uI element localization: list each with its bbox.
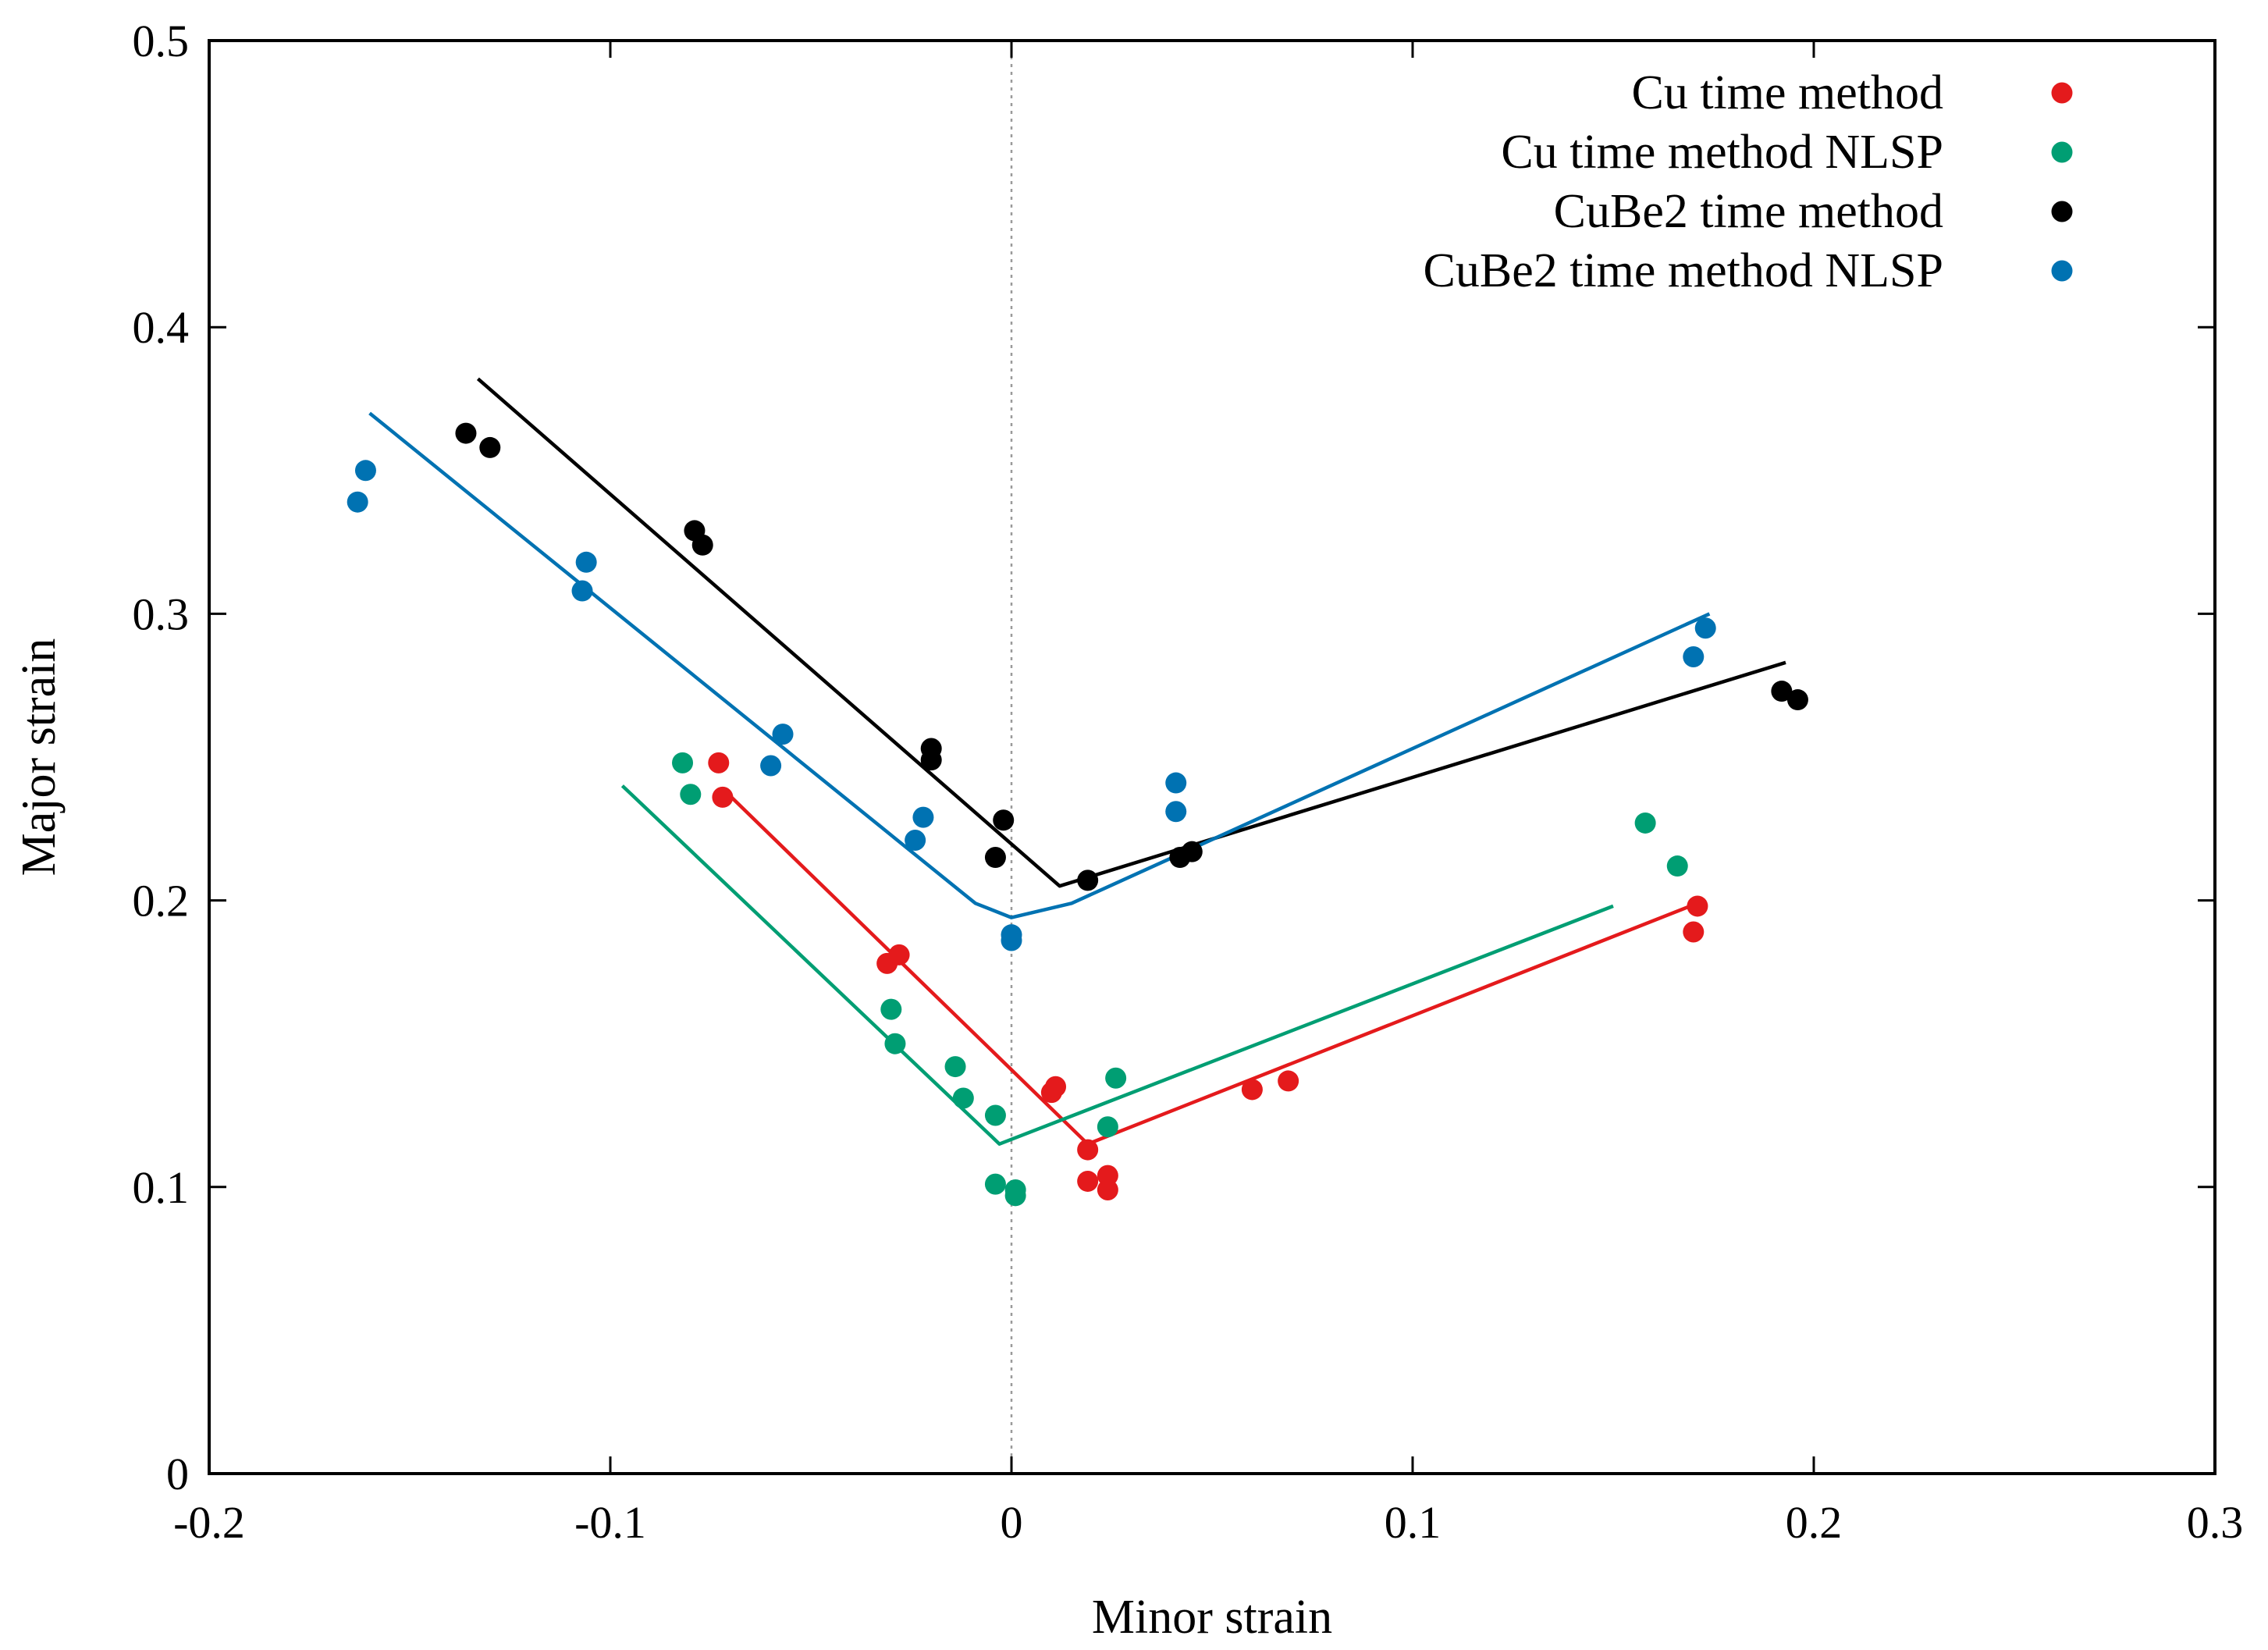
data-point-series-2 <box>984 847 1006 869</box>
data-point-series-3 <box>1683 645 1705 667</box>
data-point-series-1 <box>880 998 902 1020</box>
plot-frame <box>208 39 2216 1475</box>
data-point-series-1 <box>1004 1185 1026 1207</box>
data-point-series-3 <box>575 551 597 573</box>
data-point-series-0 <box>1045 1076 1067 1097</box>
fit-line-series-3 <box>368 411 1711 919</box>
data-point-series-1 <box>944 1056 966 1078</box>
x-tick-label: 0.1 <box>1385 1497 1441 1548</box>
data-point-series-0 <box>1241 1079 1263 1101</box>
data-point-series-3 <box>1165 772 1187 794</box>
data-point-series-2 <box>479 436 501 458</box>
data-point-series-2 <box>993 809 1015 831</box>
data-point-series-3 <box>912 806 934 828</box>
data-point-series-2 <box>455 422 477 444</box>
legend-marker <box>2051 141 2073 163</box>
legend-label: Cu time method <box>1631 66 1943 119</box>
data-point-series-0 <box>1687 895 1708 917</box>
fit-line-series-2 <box>476 377 1786 888</box>
data-point-series-2 <box>1786 689 1808 711</box>
data-point-series-0 <box>1097 1179 1118 1200</box>
x-tick-label: 0 <box>1001 1497 1023 1548</box>
data-point-series-0 <box>708 752 730 773</box>
data-point-series-2 <box>691 534 713 556</box>
legend-marker <box>2051 260 2073 282</box>
data-point-series-3 <box>760 755 782 777</box>
legend-label: Cu time method NLSP <box>1501 126 1943 179</box>
data-point-series-0 <box>1077 1139 1099 1161</box>
x-tick-label: -0.2 <box>173 1497 245 1548</box>
data-point-series-0 <box>712 786 734 808</box>
data-point-series-3 <box>905 829 926 851</box>
y-tick-label: 0 <box>166 1449 189 1499</box>
data-point-series-0 <box>888 944 910 965</box>
x-axis-title: Minor strain <box>1092 1591 1332 1644</box>
x-tick-label: -0.1 <box>574 1497 646 1548</box>
legend-marker <box>2051 201 2073 222</box>
data-point-series-1 <box>672 752 694 773</box>
x-tick-label: 0.2 <box>1786 1497 1843 1548</box>
data-point-series-0 <box>1683 921 1705 943</box>
data-point-series-3 <box>347 491 368 513</box>
data-point-series-3 <box>1694 617 1716 639</box>
data-point-series-2 <box>920 749 942 771</box>
fit-line-series-1 <box>620 784 1614 1146</box>
legend-marker <box>2051 82 2073 104</box>
y-axis-title: Major strain <box>12 638 66 877</box>
data-point-series-2 <box>1771 681 1793 702</box>
data-point-series-0 <box>1077 1170 1099 1192</box>
data-point-series-3 <box>354 460 376 482</box>
y-tick-label: 0.5 <box>133 16 190 66</box>
data-point-series-1 <box>1666 855 1688 877</box>
legend-label: CuBe2 time method <box>1554 185 1943 238</box>
data-point-series-1 <box>884 1033 906 1054</box>
data-point-series-1 <box>1097 1116 1118 1138</box>
data-point-series-3 <box>1165 801 1187 823</box>
y-tick-label: 0.1 <box>133 1162 190 1213</box>
legend-label: CuBe2 time method NLSP <box>1424 244 1944 297</box>
data-point-series-1 <box>952 1087 974 1109</box>
data-point-series-1 <box>1634 812 1656 834</box>
y-tick-label: 0.3 <box>133 589 190 639</box>
data-point-series-3 <box>1001 930 1022 951</box>
ticks-layer: -0.2 -0.1 0 0.1 0.2 0.3 0 0.1 0.2 0.3 0.4 0.5 <box>133 16 2244 1548</box>
legend: Cu time method Cu time method NLSP CuBe2 t… <box>1424 66 2073 297</box>
data-point-series-1 <box>1105 1067 1127 1089</box>
data-points-layer <box>347 422 1808 1207</box>
data-point-series-3 <box>772 724 794 745</box>
y-tick-label: 0.4 <box>133 302 190 353</box>
data-point-series-3 <box>571 580 593 602</box>
data-point-series-2 <box>1077 869 1099 891</box>
data-point-series-1 <box>984 1104 1006 1126</box>
y-tick-label: 0.2 <box>133 876 190 926</box>
data-point-series-2 <box>1181 841 1203 862</box>
x-tick-label: 0.3 <box>2187 1497 2244 1548</box>
data-point-series-1 <box>984 1173 1006 1195</box>
data-point-series-1 <box>680 784 702 805</box>
data-point-series-0 <box>1278 1070 1299 1092</box>
